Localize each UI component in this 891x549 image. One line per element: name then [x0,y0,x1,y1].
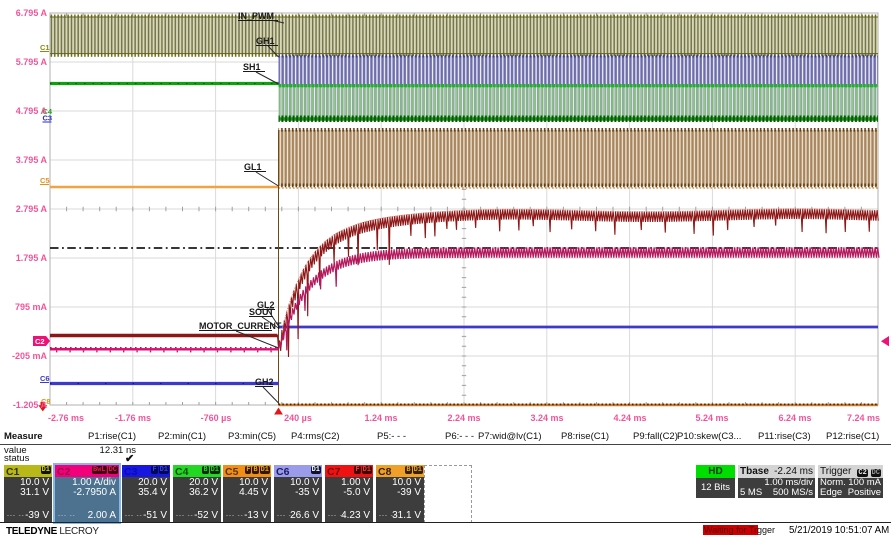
svg-text:-1.205 A: -1.205 A [13,400,48,410]
svg-text:7.24 ms: 7.24 ms [847,413,880,423]
svg-text:C8: C8 [41,397,51,406]
svg-text:C3: C3 [43,114,53,123]
svg-text:GH2: GH2 [255,377,274,387]
svg-text:-205 mA: -205 mA [12,351,48,361]
svg-text:5.795 A: 5.795 A [16,57,48,67]
svg-text:795 mA: 795 mA [15,302,48,312]
svg-text:GL1: GL1 [244,162,262,172]
svg-text:6.795 A: 6.795 A [16,8,48,18]
svg-text:4.795 A: 4.795 A [16,106,48,116]
svg-text:SOUT: SOUT [249,307,275,317]
svg-text:GL2: GL2 [257,300,275,310]
svg-text:GH1: GH1 [256,36,275,46]
svg-text:1.795 A: 1.795 A [16,253,48,263]
svg-text:C1: C1 [40,43,50,52]
svg-text:C5: C5 [40,176,50,185]
svg-text:3.24 ms: 3.24 ms [530,413,563,423]
svg-text:2.24 ms: 2.24 ms [447,413,480,423]
svg-text:1.24 ms: 1.24 ms [364,413,397,423]
svg-text:6.24 ms: 6.24 ms [778,413,811,423]
svg-text:3.795 A: 3.795 A [16,155,48,165]
svg-text:-1.76 ms: -1.76 ms [115,413,151,423]
svg-text:4.24 ms: 4.24 ms [613,413,646,423]
svg-text:C2: C2 [35,337,45,346]
svg-text:SH1: SH1 [243,62,261,72]
svg-text:2.795 A: 2.795 A [16,204,48,214]
svg-text:240 µs: 240 µs [284,413,312,423]
svg-text:C4: C4 [43,107,53,116]
svg-text:-2.76 ms: -2.76 ms [48,413,84,423]
svg-text:MOTOR_CURRENT: MOTOR_CURRENT [199,321,282,331]
svg-text:-760 µs: -760 µs [201,413,232,423]
svg-text:IN_PWM: IN_PWM [238,11,274,21]
svg-text:5.24 ms: 5.24 ms [695,413,728,423]
svg-text:C6: C6 [40,374,50,383]
